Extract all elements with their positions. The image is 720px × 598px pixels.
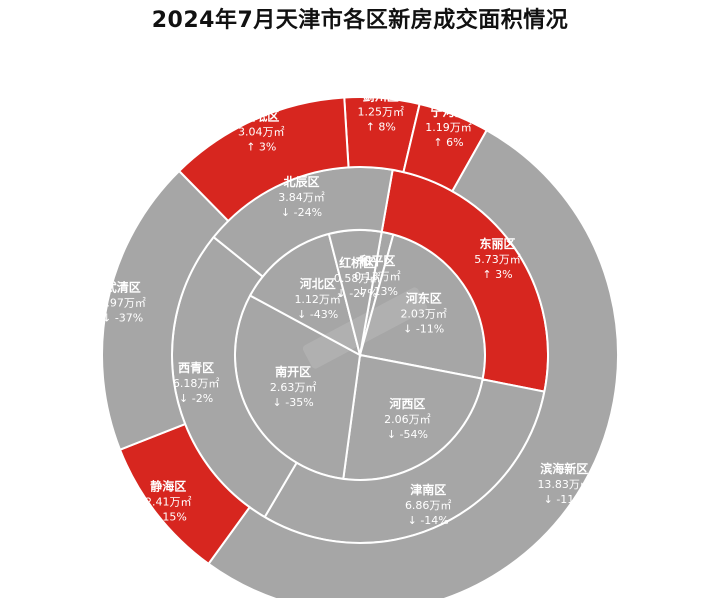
district-name-label: 河北区 bbox=[299, 276, 336, 291]
area-value-label: 6.86万㎡ bbox=[405, 499, 452, 512]
area-value-label: 13.83万㎡ bbox=[537, 478, 591, 491]
area-value-label: 3.04万㎡ bbox=[238, 125, 285, 138]
watermark bbox=[302, 287, 428, 369]
segment-label-ring1-seg3: 北辰区 3.84万㎡ ↓ -24% bbox=[278, 174, 325, 219]
area-value-label: 2.06万㎡ bbox=[384, 413, 431, 426]
yoy-change-label: ↓ -11% bbox=[544, 493, 585, 506]
yoy-change-label: ↑ 3% bbox=[246, 140, 276, 153]
segment-label-ring2-seg2: 滨海新区 13.83万㎡ ↓ -11% bbox=[537, 461, 591, 506]
sunburst-segment-ring2-seg2 bbox=[207, 128, 619, 598]
area-value-label: 1.12万㎡ bbox=[294, 293, 341, 306]
yoy-change-label: ↓ -27% bbox=[337, 287, 378, 300]
segment-label-ring2-seg5: 宝坻区 3.04万㎡ ↑ 3% bbox=[238, 108, 285, 153]
district-name-label: 河西区 bbox=[388, 396, 425, 411]
area-value-label: 2.41万㎡ bbox=[145, 496, 192, 509]
segment-label-ring0-seg5: 红桥区 0.58万㎡ ↓ -27% bbox=[334, 255, 381, 300]
segment-label-ring0-seg1: 河东区 2.03万㎡ ↓ -11% bbox=[400, 291, 447, 336]
yoy-change-label: ↑ 8% bbox=[366, 120, 396, 133]
yoy-change-label: ↓ -2% bbox=[179, 392, 213, 405]
chart-title: 2024年7月天津市各区新房成交面积情况 bbox=[151, 8, 569, 33]
yoy-change-label: ↑ 6% bbox=[433, 136, 463, 149]
area-value-label: 3.84万㎡ bbox=[278, 191, 325, 204]
sunburst-segment-ring2-seg5 bbox=[177, 96, 350, 223]
area-value-label: 2.63万㎡ bbox=[270, 381, 317, 394]
area-value-label: 4.97万㎡ bbox=[99, 297, 146, 310]
district-name-label: 宝坻区 bbox=[243, 108, 279, 123]
segment-label-ring0-seg4: 河北区 1.12万㎡ ↓ -43% bbox=[294, 276, 341, 321]
segment-label-ring1-seg1: 津南区 6.86万㎡ ↓ -14% bbox=[405, 482, 452, 527]
segment-label-ring0-seg3: 南开区 2.63万㎡ ↓ -35% bbox=[270, 364, 317, 409]
district-name-label: 东丽区 bbox=[479, 236, 515, 251]
district-name-label: 河东区 bbox=[405, 291, 442, 306]
segment-label-ring1-seg0: 东丽区 5.73万㎡ ↑ 3% bbox=[474, 236, 521, 281]
segments-layer bbox=[101, 96, 619, 598]
segment-label-ring2-seg1: 宁河区 1.19万㎡ ↑ 6% bbox=[425, 104, 472, 149]
area-value-label: 1.19万㎡ bbox=[425, 121, 472, 134]
yoy-change-label: ↑ 3% bbox=[482, 268, 512, 281]
segment-label-ring2-seg0: 蓟州区 1.25万㎡ ↑ 8% bbox=[358, 88, 405, 133]
district-name-label: 宁河区 bbox=[430, 104, 466, 119]
labels-layer: 和平区 0.13万㎡ ↓ -13% 河东区 2.03万㎡ ↓ -11% 河西区 2.06万㎡ ↓… bbox=[99, 88, 591, 527]
area-value-label: 6.18万㎡ bbox=[173, 377, 220, 390]
district-name-label: 蓟州区 bbox=[362, 88, 399, 103]
district-name-label: 滨海新区 bbox=[540, 461, 588, 476]
watermark-logo bbox=[302, 287, 428, 369]
yoy-change-label: ↓ -35% bbox=[273, 396, 314, 409]
segment-label-ring0-seg0: 和平区 0.13万㎡ ↓ -13% bbox=[354, 253, 401, 298]
district-name-label: 武清区 bbox=[105, 280, 141, 295]
segment-label-ring2-seg4: 武清区 4.97万㎡ ↓ -37% bbox=[99, 280, 146, 325]
area-value-label: 2.03万㎡ bbox=[400, 308, 447, 321]
yoy-change-label: ↓ -11% bbox=[403, 323, 444, 336]
district-name-label: 津南区 bbox=[410, 482, 446, 497]
yoy-change-label: ↓ -13% bbox=[357, 285, 398, 298]
district-name-label: 静海区 bbox=[150, 479, 186, 494]
district-name-label: 和平区 bbox=[358, 253, 395, 268]
district-name-label: 北辰区 bbox=[283, 174, 319, 189]
segment-label-ring1-seg2: 西青区 6.18万㎡ ↓ -2% bbox=[173, 360, 220, 405]
yoy-change-label: ↓ -54% bbox=[387, 428, 428, 441]
yoy-change-label: ↑ 15% bbox=[150, 511, 187, 524]
yoy-change-label: ↓ -37% bbox=[102, 312, 143, 325]
district-name-label: 红桥区 bbox=[339, 255, 375, 270]
district-name-label: 南开区 bbox=[275, 364, 311, 379]
yoy-change-label: ↓ -24% bbox=[281, 206, 322, 219]
area-value-label: 0.13万㎡ bbox=[354, 270, 401, 283]
area-value-label: 0.58万㎡ bbox=[334, 272, 381, 285]
segment-label-ring0-seg2: 河西区 2.06万㎡ ↓ -54% bbox=[384, 396, 431, 441]
district-name-label: 西青区 bbox=[178, 360, 214, 375]
yoy-change-label: ↓ -14% bbox=[408, 514, 449, 527]
area-value-label: 5.73万㎡ bbox=[474, 253, 521, 266]
segment-label-ring2-seg3: 静海区 2.41万㎡ ↑ 15% bbox=[145, 479, 192, 524]
area-value-label: 1.25万㎡ bbox=[358, 105, 405, 118]
yoy-change-label: ↓ -43% bbox=[297, 308, 338, 321]
